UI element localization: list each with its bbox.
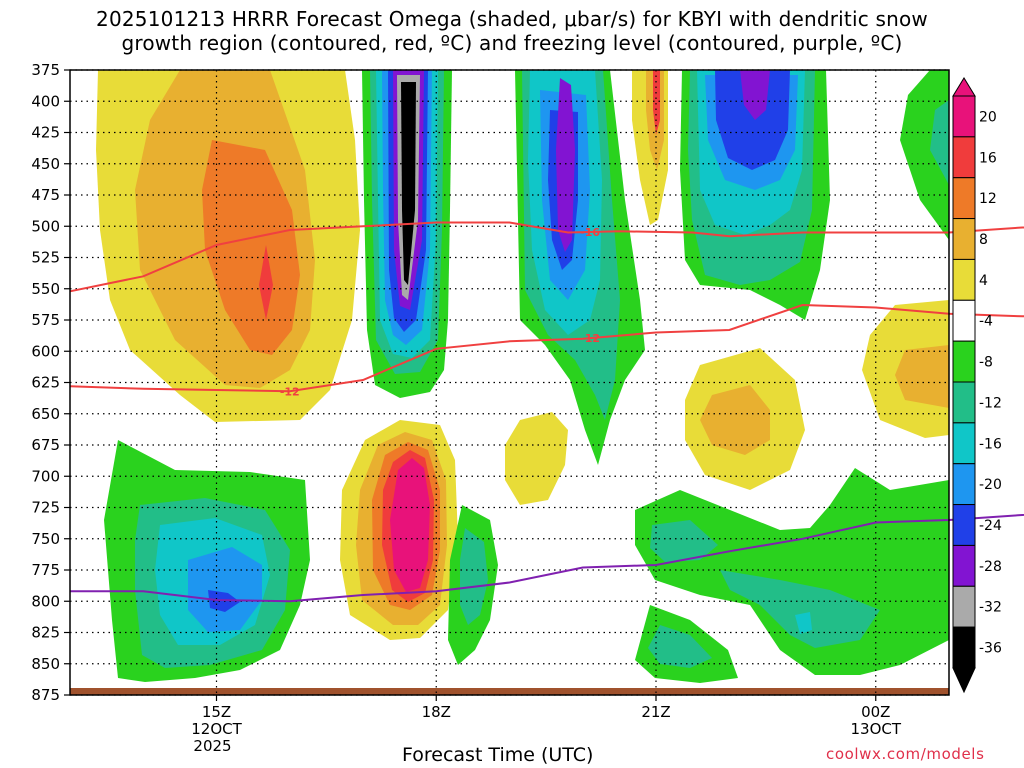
- omega-region: [795, 612, 812, 634]
- colorbar-label: 20: [979, 109, 997, 125]
- contours: -16 -16 -12 -12 -12: [69, 221, 1024, 603]
- colorbar: 20 16 12 8 4 -4 -8 -12 -16 -20 -24 -28 -32 -36: [952, 77, 1002, 694]
- colorbar-label: -32: [979, 600, 1002, 616]
- contour-label: -12: [280, 385, 300, 398]
- y-tick-label: 700: [31, 467, 60, 485]
- colorbar-label: -4: [979, 314, 993, 330]
- x-tick-label: 12OCT: [191, 720, 242, 738]
- omega-region: [259, 245, 273, 320]
- omega-region: [720, 570, 880, 648]
- y-tick-label: 625: [31, 374, 60, 392]
- colorbar-label: 16: [979, 150, 997, 166]
- colorbar-label: -12: [979, 395, 1002, 411]
- terrain: [70, 688, 949, 695]
- omega-region: [930, 100, 949, 185]
- y-tick-label: 375: [31, 61, 60, 79]
- colorbar-top-arrow: [952, 77, 976, 97]
- y-tick-label: 450: [31, 155, 60, 173]
- colorbar-label: -20: [979, 477, 1002, 493]
- omega-region: [653, 70, 660, 135]
- y-tick-label: 400: [31, 92, 60, 110]
- x-tick-label: 18Z: [422, 703, 451, 721]
- title-line-2: growth region (contoured, red, ºC) and f…: [121, 31, 903, 55]
- y-tick-label: 650: [31, 405, 60, 423]
- colorbar-swatch: [952, 177, 976, 220]
- colorbar-swatch: [952, 95, 976, 138]
- contour-dendritic-lower: [69, 303, 1024, 393]
- omega-region: [740, 70, 770, 120]
- colorbar-label: -28: [979, 559, 1002, 575]
- omega-region: [700, 385, 770, 455]
- x-tick-label: 15Z: [202, 703, 231, 721]
- colorbar-label: -24: [979, 518, 1002, 534]
- colorbar-label: 4: [979, 273, 988, 289]
- omega-region: [202, 140, 300, 355]
- omega-region: [188, 547, 262, 632]
- credit-text: coolwx.com/models: [826, 745, 985, 763]
- colorbar-label: -36: [979, 641, 1002, 657]
- y-tick-label: 475: [31, 186, 60, 204]
- colorbar-swatch: [952, 463, 976, 506]
- colorbar-label: 12: [979, 191, 997, 207]
- contour-dendritic-upper: [69, 221, 1024, 293]
- x-tick-label: 2025: [193, 737, 231, 755]
- x-axis: 15Z12OCT202518Z21Z00Z13OCT03Z06Z: [191, 695, 902, 755]
- contour-label: -12: [580, 332, 600, 345]
- y-tick-label: 550: [31, 280, 60, 298]
- title-line-1: 2025101213 HRRR Forecast Omega (shaded, …: [96, 7, 928, 31]
- y-tick-label: 800: [31, 592, 60, 610]
- omega-region: [715, 70, 790, 170]
- y-tick-label: 575: [31, 311, 60, 329]
- colorbar-swatch: [952, 504, 976, 546]
- colorbar-swatch: [952, 381, 976, 424]
- y-axis: 375 400 425 450 475 500 525 550 575 600 625 650 675 7…: [31, 61, 70, 704]
- y-tick-label: 850: [31, 655, 60, 673]
- colorbar-label: -8: [979, 355, 993, 371]
- omega-region: [895, 345, 949, 408]
- colorbar-swatch: [952, 585, 976, 628]
- y-tick-label: 725: [31, 499, 60, 517]
- omega-field: [70, 70, 949, 695]
- y-tick-label: 775: [31, 561, 60, 579]
- colorbar-swatch: [952, 626, 976, 669]
- colorbar-swatch: [952, 340, 976, 383]
- y-tick-label: 750: [31, 530, 60, 548]
- colorbar-swatch: [952, 544, 976, 587]
- x-tick-label: 00Z: [861, 703, 890, 721]
- x-tick-label: 13OCT: [850, 720, 901, 738]
- x-tick-label: 21Z: [641, 703, 670, 721]
- contour-freezing-level: [70, 513, 1024, 603]
- y-tick-label: 500: [31, 217, 60, 235]
- y-tick-label: 525: [31, 249, 60, 267]
- y-tick-label: 600: [31, 342, 60, 360]
- contour-label: -16: [580, 226, 600, 239]
- y-tick-label: 675: [31, 436, 60, 454]
- omega-region: [650, 520, 718, 562]
- x-axis-label: Forecast Time (UTC): [402, 744, 594, 766]
- y-tick-label: 875: [31, 686, 60, 704]
- colorbar-swatch: [952, 218, 976, 260]
- colorbar-bottom-arrow: [952, 667, 976, 694]
- omega-region: [648, 625, 712, 668]
- colorbar-swatch: [952, 136, 976, 179]
- omega-region: [556, 78, 575, 252]
- colorbar-swatch: [952, 422, 976, 465]
- omega-region: [505, 412, 568, 505]
- omega-region: [390, 458, 430, 592]
- y-tick-label: 425: [31, 124, 60, 142]
- colorbar-label: -16: [979, 436, 1002, 452]
- colorbar-label: 8: [979, 232, 988, 248]
- colorbar-swatch: [952, 299, 976, 342]
- colorbar-swatch: [952, 258, 976, 301]
- y-tick-label: 825: [31, 624, 60, 642]
